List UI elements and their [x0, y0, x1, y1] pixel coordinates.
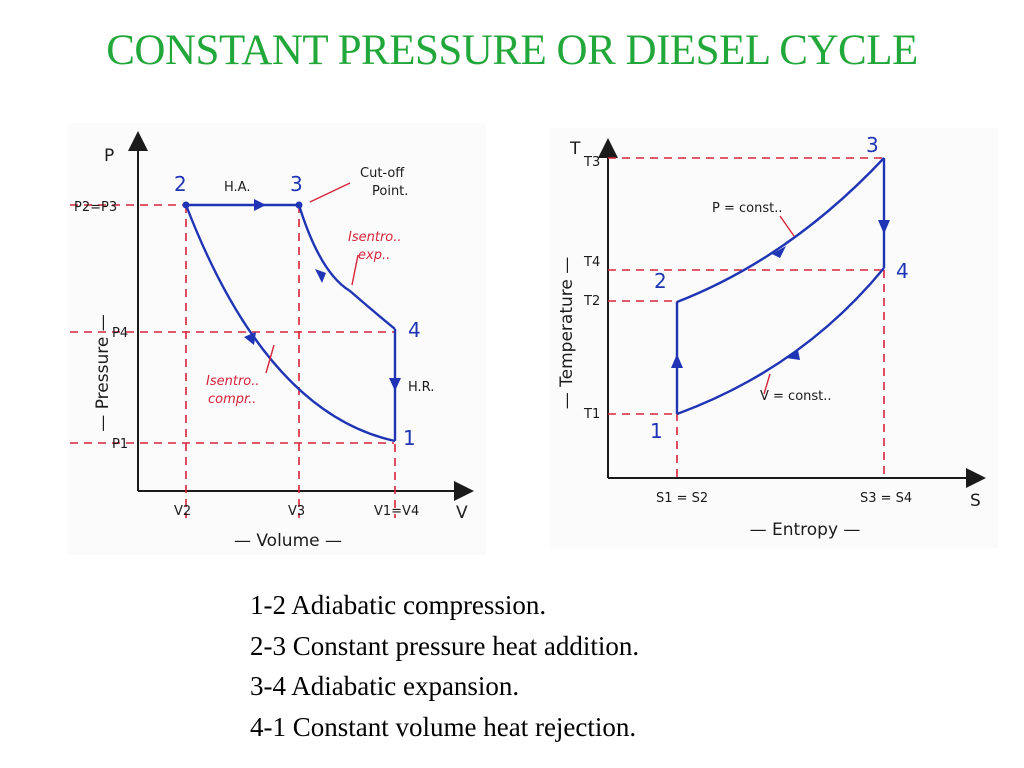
- pv-process-3-4: [297, 204, 396, 330]
- ts-y-axis-label: — Temperature —: [557, 257, 577, 410]
- ts-p-const: P = const..: [712, 201, 782, 216]
- pv-heat-addition: H.A.: [224, 180, 250, 195]
- ts-tick-t2: T2: [583, 294, 600, 309]
- slide-title: CONSTANT PRESSURE OR DIESEL CYCLE: [106, 27, 918, 74]
- ts-tick-s1s2: S1 = S2: [656, 491, 708, 506]
- pv-cutoff-line2: Point.: [372, 184, 408, 199]
- pv-point-2: 2: [174, 172, 187, 196]
- ts-process-2-3: [676, 157, 885, 304]
- ts-diagram: T S — Temperature — — Entropy — T3 T4 T2…: [550, 128, 998, 548]
- legend-line-2-3: 2-3 Constant pressure heat addition.: [250, 630, 640, 661]
- pv-guide-lines: [70, 204, 396, 518]
- pv-cutoff-line1: Cut-off: [360, 166, 405, 181]
- pv-x-axis-label: — Volume —: [234, 531, 342, 551]
- pv-isentro-comp-line2: compr..: [208, 392, 256, 407]
- ts-point-4: 4: [896, 259, 909, 283]
- pv-point-3-dot: [295, 201, 303, 209]
- pv-point-2-dot: [182, 201, 190, 209]
- pv-tick-v3: V3: [288, 504, 305, 519]
- ts-tick-t4: T4: [583, 255, 600, 270]
- ts-tick-s3s4: S3 = S4: [860, 491, 912, 506]
- process-legend: 1-2 Adiabatic compression. 2-3 Constant …: [250, 585, 639, 747]
- ts-x-axis-label: — Entropy —: [750, 520, 861, 540]
- ts-cycle-curves: [675, 157, 886, 416]
- ts-tick-t1: T1: [583, 407, 600, 422]
- pv-heat-rejection: H.R.: [408, 380, 434, 395]
- pv-tick-p1: P1: [112, 437, 128, 452]
- pv-point-3: 3: [290, 172, 303, 196]
- pv-annotation-pointers: [265, 182, 359, 374]
- pv-tick-v2: V2: [174, 504, 191, 519]
- pv-y-axis-letter: P: [104, 146, 114, 166]
- pv-direction-arrows: [244, 199, 401, 391]
- ts-tick-t3: T3: [583, 155, 600, 170]
- ts-point-3: 3: [866, 133, 879, 157]
- pv-y-axis-label: — Pressure —: [93, 314, 113, 431]
- ts-point-1: 1: [650, 419, 663, 443]
- pv-diagram: P V — Pressure — — Volume — P2=P3 P4 P1 …: [68, 123, 486, 555]
- pv-process-1-2: [184, 204, 396, 443]
- legend-line-3-4: 3-4 Adiabatic expansion.: [250, 671, 520, 701]
- pv-tick-p2p3: P2=P3: [74, 200, 117, 215]
- legend-line-4-1: 4-1 Constant volume heat rejection.: [250, 711, 637, 742]
- pv-isentro-comp-line1: Isentro..: [206, 374, 260, 389]
- ts-y-axis-letter: T: [569, 139, 581, 159]
- pv-point-1: 1: [403, 426, 416, 450]
- pv-x-axis-letter: V: [456, 503, 468, 523]
- pv-tick-p4: P4: [112, 326, 128, 341]
- ts-process-4-1: [676, 267, 885, 416]
- ts-point-2: 2: [654, 269, 667, 293]
- pv-cycle-curves: [184, 203, 397, 443]
- legend-line-1-2: 1-2 Adiabatic compression.: [250, 590, 547, 620]
- pv-tick-v1v4: V1=V4: [374, 504, 419, 519]
- ts-v-const: V = const..: [760, 389, 832, 404]
- ts-annotation-pointers: [763, 215, 795, 395]
- pv-isentro-exp-line1: Isentro..: [348, 230, 402, 245]
- pv-point-4: 4: [408, 318, 421, 342]
- pv-isentro-exp-line2: exp..: [358, 248, 390, 263]
- ts-x-axis-letter: S: [970, 491, 981, 511]
- ts-direction-arrows: [671, 220, 890, 368]
